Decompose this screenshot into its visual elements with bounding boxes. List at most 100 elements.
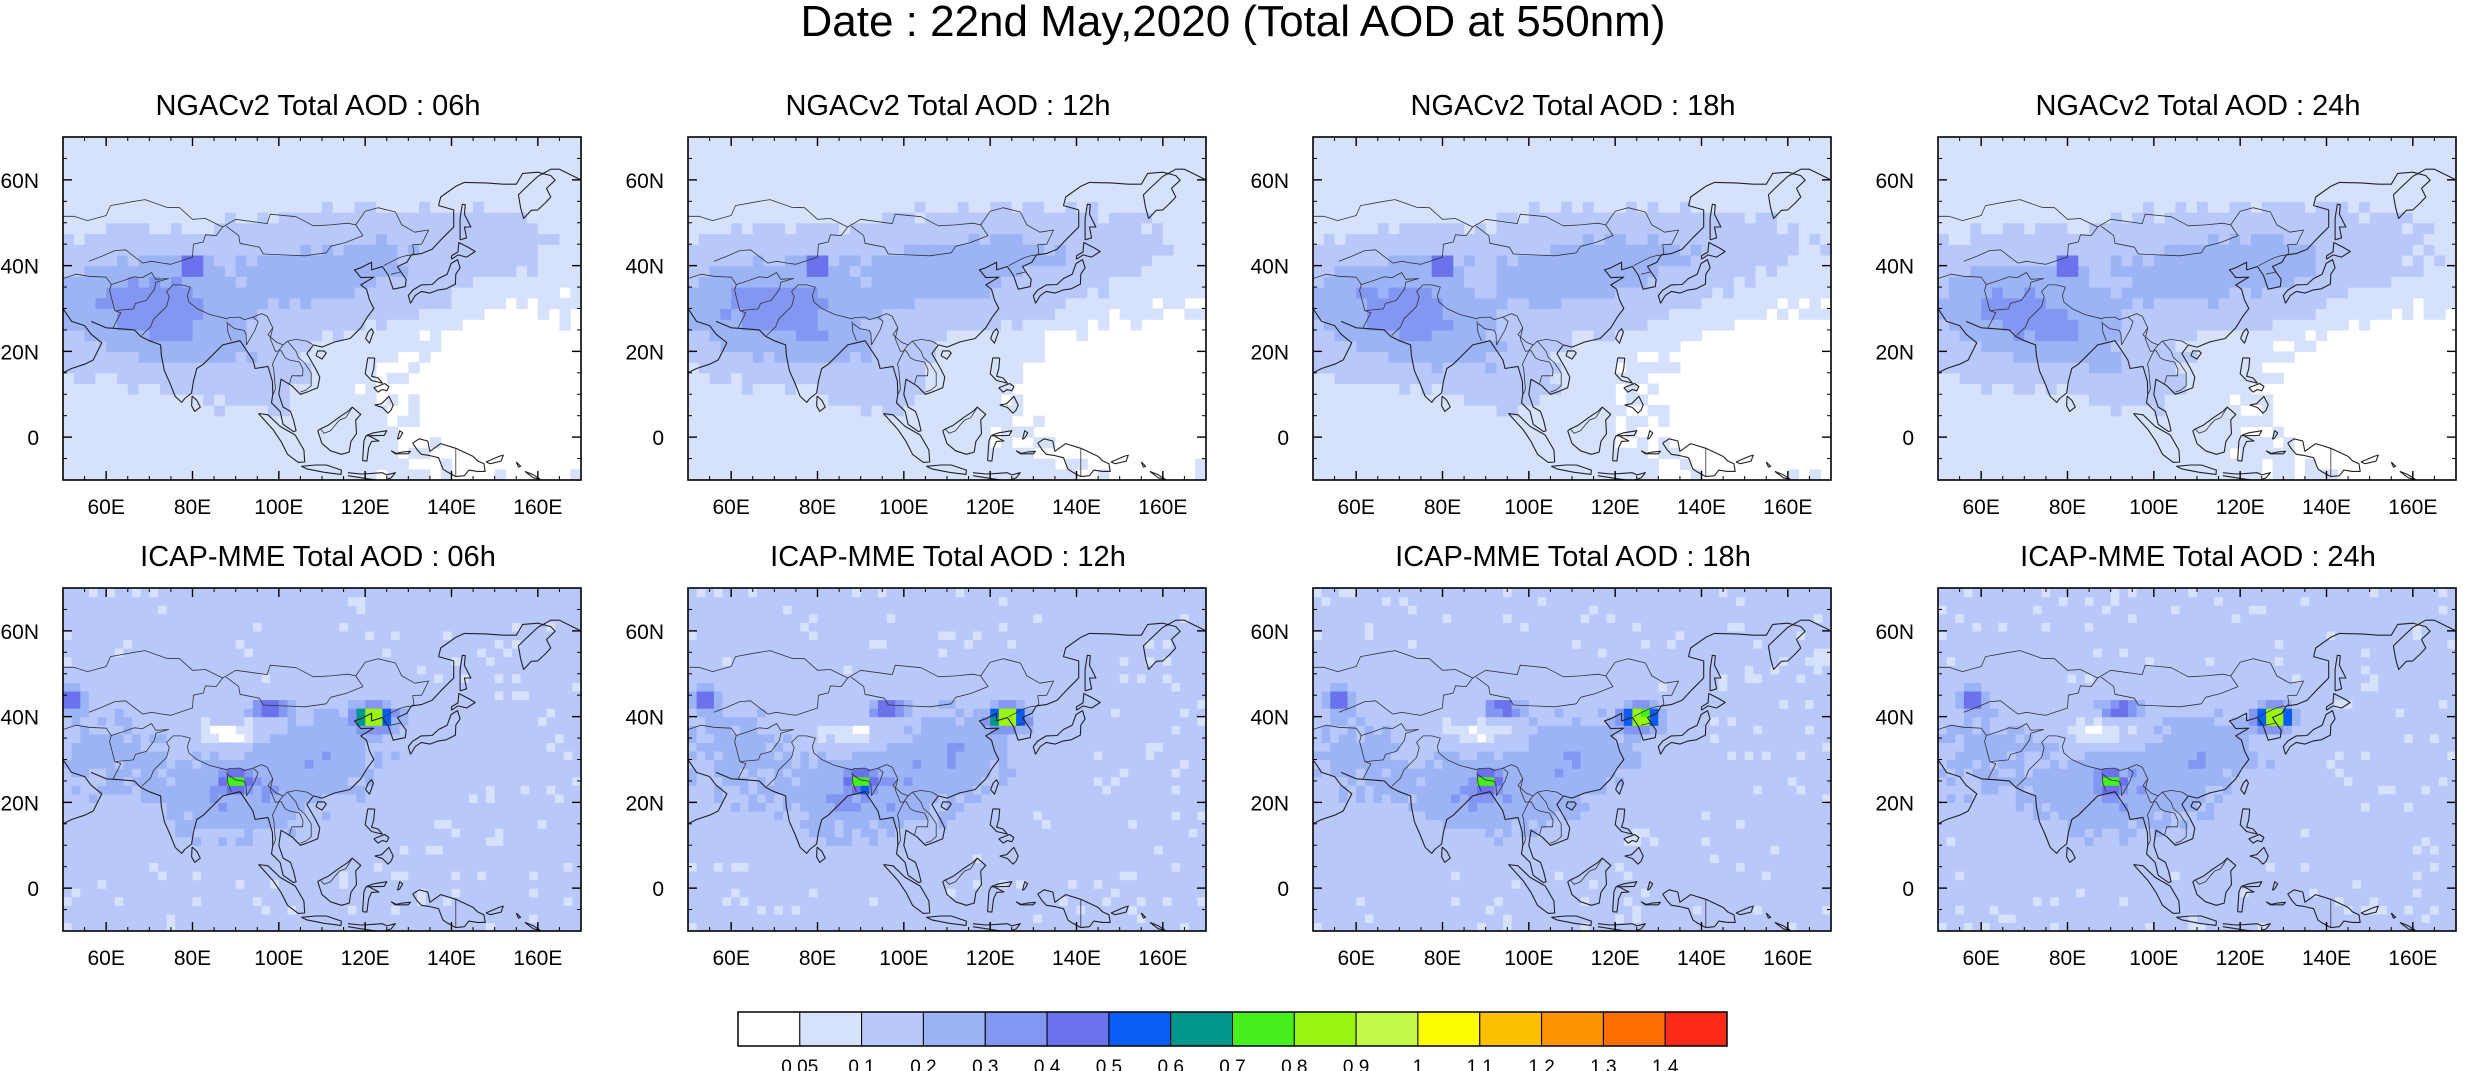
aod-cell bbox=[268, 426, 280, 438]
aod-cell bbox=[1518, 319, 1530, 331]
aod-cell bbox=[181, 212, 194, 224]
aod-cell bbox=[839, 179, 851, 192]
aod-cell bbox=[1431, 426, 1444, 438]
aod-cell bbox=[763, 383, 775, 395]
aod-cell bbox=[149, 287, 161, 299]
aod-cell bbox=[95, 458, 107, 470]
aod-cell bbox=[1604, 190, 1616, 202]
aod-cell bbox=[1582, 394, 1595, 406]
aod-cell bbox=[828, 297, 840, 310]
aod-cell bbox=[1615, 447, 1627, 460]
aod-cell bbox=[860, 222, 873, 235]
aod-cell bbox=[1550, 351, 1562, 363]
aod-cell bbox=[419, 265, 431, 277]
aod-cell bbox=[936, 147, 948, 159]
aod-cell bbox=[1636, 297, 1649, 310]
aod-cell bbox=[979, 158, 991, 170]
coastline bbox=[258, 412, 306, 463]
aod-cell bbox=[181, 426, 194, 438]
aod-cell bbox=[1054, 190, 1067, 202]
aod-cell bbox=[429, 244, 442, 256]
aod-cell bbox=[1334, 437, 1346, 449]
aod-cell bbox=[763, 179, 775, 192]
aod-cell bbox=[774, 415, 786, 427]
x-tick-label: 100E bbox=[1504, 496, 1553, 519]
aod-cell bbox=[332, 212, 345, 224]
aod-cell bbox=[84, 362, 96, 374]
aod-cell bbox=[1098, 244, 1110, 256]
aod-cell bbox=[408, 212, 420, 224]
aod-cell bbox=[2175, 319, 2187, 331]
aod-cell bbox=[720, 362, 732, 374]
aod-cell bbox=[1195, 137, 1207, 149]
aod-cell bbox=[1367, 179, 1379, 192]
aod-cell bbox=[806, 415, 819, 427]
aod-cell bbox=[839, 340, 851, 352]
aod-cell bbox=[1938, 265, 1950, 277]
aod-cell bbox=[192, 329, 204, 342]
aod-cell bbox=[73, 137, 86, 149]
aod-cell bbox=[1323, 362, 1336, 374]
aod-cell bbox=[192, 179, 204, 192]
aod-cell bbox=[365, 265, 377, 277]
aod-cell bbox=[1065, 254, 1078, 267]
x-tick-label: 80E bbox=[174, 496, 211, 519]
aod-cell bbox=[1992, 276, 2004, 288]
aod-cell bbox=[1323, 308, 1336, 320]
aod-cell bbox=[1701, 297, 1713, 310]
aod-cell bbox=[1195, 244, 1207, 256]
aod-cell bbox=[1669, 169, 1681, 181]
aod-cell bbox=[257, 329, 269, 342]
aod-cell bbox=[1593, 276, 1605, 288]
aod-cell bbox=[806, 383, 819, 395]
aod-cell bbox=[1388, 394, 1400, 406]
aod-cell bbox=[839, 372, 851, 385]
aod-cell bbox=[1044, 222, 1056, 235]
aod-cell bbox=[214, 190, 226, 202]
coastline bbox=[317, 406, 362, 455]
aod-cell bbox=[2110, 426, 2123, 438]
aod-cell bbox=[795, 308, 808, 320]
aod-cell bbox=[2099, 297, 2112, 310]
aod-cell bbox=[2423, 308, 2435, 320]
aod-cell bbox=[2207, 469, 2220, 481]
aod-cell bbox=[1572, 340, 1584, 352]
aod-cell bbox=[397, 158, 409, 170]
aod-cell bbox=[698, 437, 711, 449]
aod-cell bbox=[84, 190, 96, 202]
aod-cell bbox=[440, 147, 453, 159]
aod-cell bbox=[1011, 244, 1024, 256]
aod-cell bbox=[947, 254, 959, 267]
aod-cell bbox=[806, 426, 819, 438]
aod-cell bbox=[246, 351, 258, 363]
aod-cell bbox=[1701, 190, 1713, 202]
aod-cell bbox=[138, 297, 150, 310]
aod-cell bbox=[957, 469, 970, 481]
aod-cell bbox=[1044, 458, 1056, 470]
aod-cell bbox=[688, 340, 700, 352]
aod-cell bbox=[354, 415, 366, 427]
aod-cell bbox=[289, 147, 301, 159]
aod-cell bbox=[559, 169, 571, 181]
aod-cell bbox=[516, 276, 528, 288]
aod-cell bbox=[181, 383, 194, 395]
aod-cell bbox=[871, 319, 883, 331]
aod-cell bbox=[2056, 319, 2069, 331]
aod-cell bbox=[300, 458, 312, 470]
aod-cell bbox=[1054, 169, 1067, 181]
aod-cell bbox=[1442, 340, 1454, 352]
aod-cell bbox=[95, 340, 107, 352]
aod-cell bbox=[1604, 137, 1616, 149]
aod-cell bbox=[192, 394, 204, 406]
aod-cell bbox=[2294, 276, 2306, 288]
aod-cell bbox=[742, 340, 754, 352]
aod-cell bbox=[1626, 458, 1638, 470]
aod-cell bbox=[419, 469, 431, 481]
aod-cell bbox=[709, 329, 721, 342]
aod-cell bbox=[386, 287, 399, 299]
aod-cell bbox=[1496, 297, 1508, 310]
aod-cell bbox=[268, 137, 280, 149]
aod-cell bbox=[688, 469, 700, 481]
aod-cell bbox=[160, 372, 172, 385]
aod-cell bbox=[1572, 415, 1584, 427]
